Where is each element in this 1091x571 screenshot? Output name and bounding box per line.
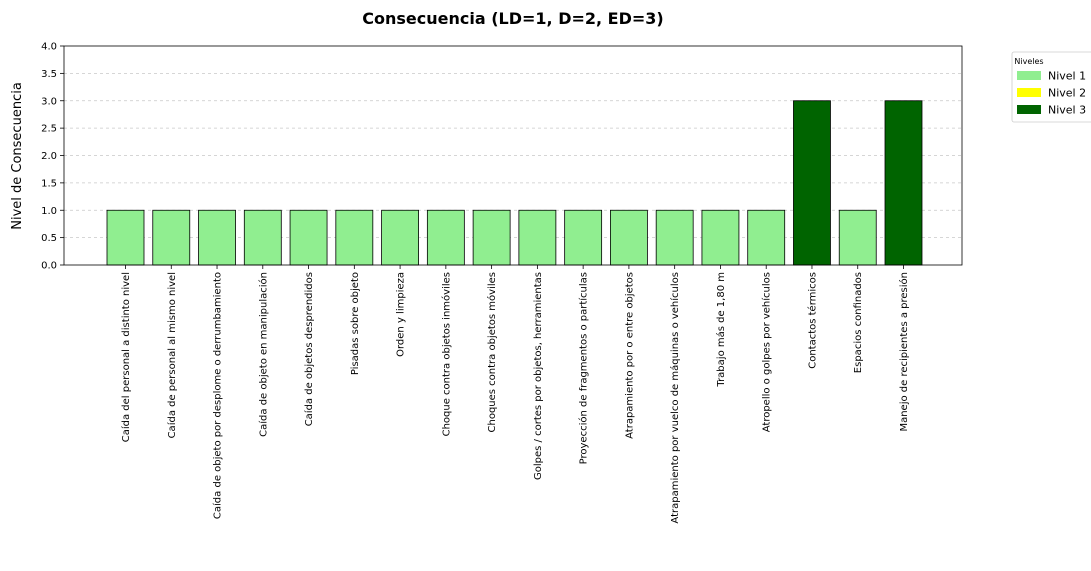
bar: [426, 209, 465, 266]
bar: [106, 209, 145, 266]
bar: [838, 209, 877, 266]
bar: [289, 209, 328, 266]
legend-swatch: [1017, 71, 1041, 80]
chart-title: Consecuencia (LD=1, D=2, ED=3): [362, 9, 663, 28]
legend-label: Nivel 1: [1048, 70, 1086, 83]
bar: [198, 209, 236, 266]
legend-entries: Nivel 1 Nivel 2 Nivel 3: [1017, 70, 1086, 117]
x-tick-label: Proyección de fragmentos o partículas: [578, 272, 590, 464]
x-tick-label: Espacios confinados: [853, 272, 864, 373]
x-tick-label: Caída del personal a distinto nivel: [120, 272, 132, 442]
legend-title: Niveles: [1014, 57, 1043, 66]
x-tick-label: Caída de personal al mismo nivel: [166, 272, 178, 438]
x-tick-label: Contactos térmicos: [806, 272, 818, 369]
y-axis-label: Nivel de Consecuencia: [10, 82, 25, 230]
bar: [793, 100, 831, 266]
bar: [701, 209, 740, 266]
bar: [747, 209, 786, 266]
bar: [472, 209, 511, 266]
y-tick-label: 4.0: [41, 42, 57, 53]
x-tick-label: Pisadas sobre objeto: [350, 272, 361, 375]
x-tick-label: Golpes / cortes por objetos, herramienta…: [533, 272, 544, 480]
legend: Niveles Nivel 1 Nivel 2 Nivel 3: [1011, 51, 1091, 123]
bar: [655, 209, 694, 266]
bars: [106, 100, 923, 266]
legend-label: Nivel 2: [1048, 87, 1086, 100]
bar: [610, 209, 648, 266]
bar: [243, 209, 282, 266]
y-tick-label: 0.0: [41, 261, 57, 272]
y-tick-label: 3.5: [41, 69, 57, 80]
x-axis-ticks: Caída del personal a distinto nivel Caída…: [120, 265, 910, 524]
y-tick-label: 2.5: [41, 124, 57, 135]
x-tick-label: Atrapamiento por o entre objetos: [624, 272, 635, 439]
x-tick-label: Trabajo más de 1,80 m: [715, 272, 727, 388]
x-tick-label: Manejo de recipientes a presión: [898, 272, 910, 432]
x-tick-label: Caída de objeto en manipulación: [257, 272, 269, 437]
y-tick-label: 1.0: [41, 206, 57, 217]
legend-label: Nivel 3: [1048, 104, 1086, 117]
bar: [884, 100, 923, 266]
y-tick-label: 2.0: [41, 151, 57, 162]
legend-box: [1011, 51, 1091, 123]
legend-swatch: [1017, 105, 1041, 114]
bar: [564, 209, 603, 266]
x-tick-label: Caída de objeto por desplome o derrumbam…: [212, 272, 224, 519]
x-tick-label: Atrapamiento por vuelco de máquinas o ve…: [669, 272, 681, 524]
x-tick-label: Choque contra objetos inmóviles: [440, 272, 452, 436]
bar: [381, 209, 419, 266]
y-axis-ticks: 0.0 0.5 1.0 1.5 2.0 2.5 3.0 3.5 4.0: [41, 42, 64, 272]
x-tick-label: Orden y limpieza: [396, 272, 407, 357]
x-tick-label: Atropello o golpes por vehículos: [761, 272, 773, 432]
x-tick-label: Caída de objetos desprendidos: [303, 272, 315, 426]
bar: [518, 209, 557, 266]
y-tick-label: 3.0: [41, 96, 57, 107]
bar: [152, 209, 191, 266]
x-tick-label: Choques contra objetos móviles: [486, 272, 498, 432]
bar: [335, 209, 374, 266]
y-tick-label: 0.5: [41, 233, 57, 244]
legend-swatch: [1017, 88, 1041, 97]
y-tick-label: 1.5: [41, 178, 57, 189]
